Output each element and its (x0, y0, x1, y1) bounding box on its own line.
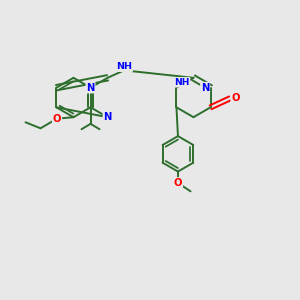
Text: O: O (174, 178, 182, 188)
Text: O: O (53, 114, 61, 124)
Text: NH: NH (116, 62, 132, 71)
Text: N: N (86, 83, 95, 93)
Text: N: N (103, 112, 112, 122)
Text: N: N (201, 83, 209, 93)
Text: O: O (231, 93, 240, 103)
Text: NH: NH (174, 78, 190, 87)
